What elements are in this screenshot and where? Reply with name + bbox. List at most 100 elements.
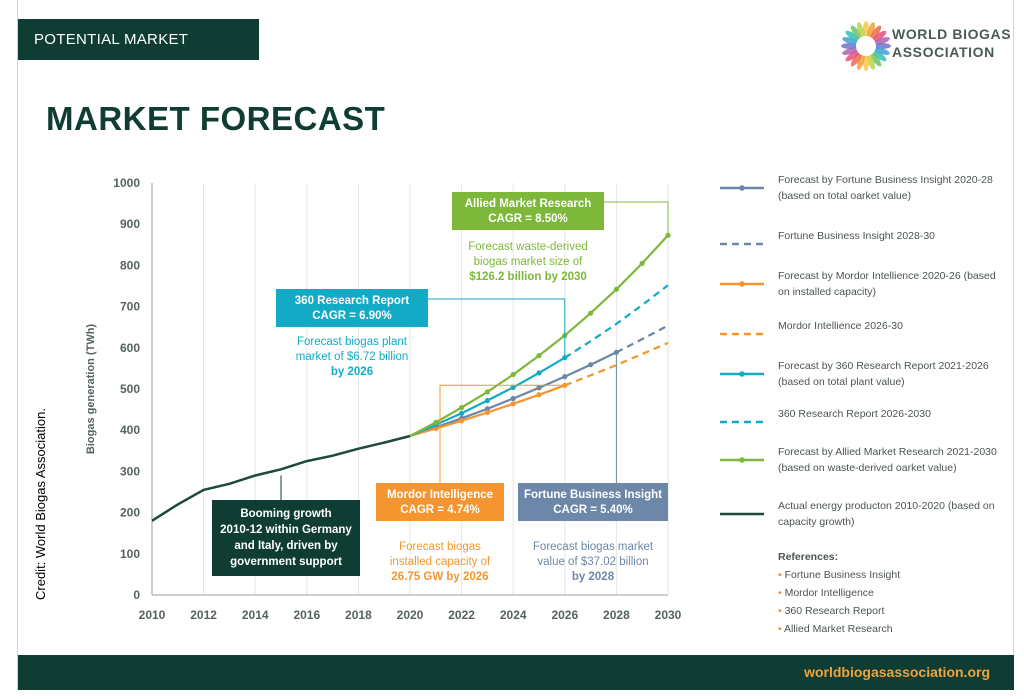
x-tick-label: 2024 [500, 608, 527, 622]
reference-item: Mordor Intelligence [778, 584, 900, 602]
logo-line-2: ASSOCIATION [892, 44, 995, 60]
legend-label: Forecast by Allied Market Research 2021-… [778, 446, 997, 474]
annotation-note: Forecast biogas [399, 541, 481, 553]
reference-item: Fortune Business Insight [778, 566, 901, 584]
annotation-text: Booming growth [240, 508, 331, 520]
logo-petal [845, 49, 861, 62]
legend-swatch [720, 185, 764, 191]
x-tick-label: 2010 [139, 608, 166, 622]
annotation-title: Mordor Intelligence [387, 489, 493, 501]
legend-marker [739, 457, 745, 463]
image-credit: Credit: World Biogas Association. [33, 408, 48, 600]
data-point [588, 362, 594, 368]
legend-swatch [720, 457, 764, 463]
legend-item: Fortune Business Insight 2028-30 [718, 228, 1008, 264]
references-title: References: [778, 551, 839, 563]
legend-item: Mordor Intellience 2026-30 [718, 318, 1008, 354]
legend-marker [739, 185, 745, 191]
legend-label: Forecast by 360 Research Report 2021-202… [778, 360, 989, 388]
data-point [639, 260, 645, 266]
annotation-note: Forecast biogas market [533, 541, 654, 553]
legend-item: Forecast by Allied Market Research 2021-… [718, 444, 1008, 480]
logo-petal [866, 52, 875, 70]
y-axis-label: Biogas generation (TWh) [85, 324, 97, 455]
x-tick-label: 2020 [397, 608, 424, 622]
data-point [459, 404, 465, 411]
legend-swatch [720, 512, 764, 516]
x-tick-label: 2022 [448, 608, 475, 622]
data-point [484, 406, 490, 412]
data-point [562, 374, 568, 380]
legend-label: Fortune Business Insight 2028-30 [778, 230, 936, 242]
logo-petal [872, 37, 890, 46]
legend-label: Forecast by Fortune Business Insight 202… [778, 174, 993, 202]
logo-petal [850, 25, 863, 41]
y-tick-label: 500 [120, 382, 140, 396]
logo-petal [871, 49, 887, 62]
legend-swatch [720, 332, 764, 336]
logo-petal [845, 30, 861, 43]
data-point [536, 385, 542, 391]
x-tick-label: 2026 [551, 608, 578, 622]
data-point [588, 310, 594, 316]
y-tick-label: 300 [120, 464, 140, 478]
annotation-note: value of $37.02 billion [537, 556, 648, 568]
footer-website-link[interactable]: worldbiogasassociation.org [804, 664, 990, 680]
series-line [564, 341, 669, 387]
legend-label: Actual energy producton 2010-2020 (based… [778, 500, 995, 528]
legend-swatch [720, 420, 764, 424]
page-title: MARKET FORECAST [46, 100, 386, 137]
data-point [536, 392, 542, 398]
logo-petal [842, 46, 860, 55]
legend-item: Forecast by 360 Research Report 2021-202… [718, 358, 1008, 394]
annotation-note: 26.75 GW by 2026 [391, 571, 488, 583]
y-tick-label: 800 [120, 258, 140, 272]
annotation-title: CAGR = 5.40% [553, 504, 633, 516]
logo-center [856, 36, 876, 56]
logo-petal [842, 37, 860, 46]
logo-line-1: WORLD BIOGAS [892, 26, 1012, 42]
legend-swatch [720, 281, 764, 287]
annotation-text: and Italy, driven by [234, 540, 338, 552]
legend-label: Mordor Intellience 2026-30 [778, 320, 903, 332]
world-biogas-logo-icon [841, 21, 891, 71]
data-point [484, 397, 490, 404]
data-point [459, 410, 465, 416]
annotation-title: Allied Market Research [465, 198, 592, 210]
x-tick-label: 2012 [190, 608, 217, 622]
market-forecast-chart: 0 100 200 300 400 500 600 700 800 900 1000 2010 2012… [85, 176, 682, 622]
annotation-box [518, 483, 668, 521]
x-tick-label: 2016 [293, 608, 320, 622]
references: References: Fortune Business Insight Mor… [778, 548, 900, 638]
logo-petal [857, 22, 866, 40]
annotation-box [452, 192, 604, 230]
annotation-box [212, 500, 360, 576]
annotation-note: Forecast biogas plant [297, 336, 408, 348]
legend-label: 360 Research Report 2026-2030 [778, 408, 931, 420]
logo-text: WORLD BIOGAS ASSOCIATION [892, 25, 1011, 61]
series-line [151, 434, 411, 522]
legend-item: 360 Research Report 2026-2030 [718, 406, 1008, 442]
data-point [484, 409, 490, 416]
annotation-box [376, 483, 504, 521]
y-tick-label: 0 [133, 588, 140, 602]
data-point [484, 389, 490, 395]
x-tick-label: 2018 [345, 608, 372, 622]
logo-petal [857, 52, 866, 70]
y-tick-label: 900 [120, 217, 140, 231]
legend-label: Forecast by Mordor Intellience 2020-26 (… [778, 270, 996, 298]
y-tick-label: 200 [120, 506, 140, 520]
legend-item: Forecast by Mordor Intellience 2020-26 (… [718, 268, 1008, 304]
reference-item: 360 Research Report [778, 602, 900, 620]
annotation-text: government support [230, 556, 342, 568]
x-tick-label: 2014 [242, 608, 269, 622]
data-point [510, 384, 516, 390]
data-point [459, 418, 465, 424]
annotation-leader [439, 384, 565, 483]
legend-marker [739, 371, 745, 377]
annotation-note: by 2028 [572, 571, 615, 583]
data-point [536, 370, 542, 376]
y-tick-label: 1000 [113, 176, 140, 190]
annotation-leader [428, 298, 566, 358]
annotation-leader [604, 201, 669, 236]
